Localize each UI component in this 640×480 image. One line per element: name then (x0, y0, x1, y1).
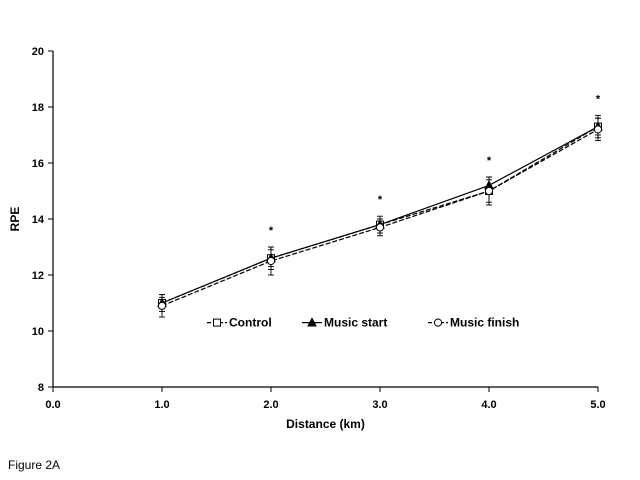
significance-markers: * * * * (269, 93, 601, 237)
y-tick-label: 20 (32, 46, 44, 58)
legend-marker-music-finish (433, 318, 443, 327)
figure-caption: Figure 2A (8, 458, 61, 472)
axes (52, 51, 598, 388)
series-music-finish (157, 117, 603, 318)
data-point-music-finish (266, 256, 276, 266)
x-axis-ticks: 0.0 1.0 2.0 3.0 4.0 5.0 (45, 387, 606, 411)
series-line-music-start (161, 126, 599, 304)
y-tick-label: 10 (32, 326, 44, 338)
data-point-music-finish (157, 301, 167, 310)
x-tick-label: 0.0 (45, 399, 60, 411)
y-tick-label: 18 (32, 102, 44, 114)
legend-item-music-finish: Music finish (428, 316, 519, 330)
y-tick-label: 8 (38, 382, 44, 394)
significance-asterisk: * (378, 194, 383, 206)
data-point-music-finish (484, 186, 494, 196)
y-axis-ticks: 8 10 12 14 16 18 20 (32, 46, 53, 394)
legend-label-control: Control (229, 316, 272, 330)
significance-asterisk: * (269, 225, 274, 237)
legend-item-control: Control (207, 316, 272, 330)
legend: Control Music start Music finish (207, 316, 519, 330)
significance-asterisk: * (596, 93, 601, 105)
x-tick-label: 3.0 (372, 399, 387, 411)
legend-item-music-start: Music start (302, 316, 387, 330)
legend-label-music-start: Music start (324, 316, 387, 330)
data-point-music-finish (593, 125, 603, 134)
y-tick-label: 16 (32, 158, 44, 170)
y-axis-title: RPE (8, 207, 22, 232)
x-axis-title: Distance (km) (286, 417, 365, 431)
x-tick-label: 4.0 (481, 399, 496, 411)
legend-label-music-finish: Music finish (450, 316, 519, 330)
y-tick-label: 12 (32, 270, 44, 282)
x-tick-label: 1.0 (154, 399, 169, 411)
legend-marker-control (213, 318, 221, 327)
x-tick-label: 5.0 (590, 399, 605, 411)
data-series (157, 114, 603, 318)
series-control (158, 114, 602, 312)
y-tick-label: 14 (32, 214, 45, 226)
legend-marker-music-start (307, 317, 317, 327)
x-tick-label: 2.0 (263, 399, 278, 411)
significance-asterisk: * (487, 155, 492, 167)
data-point-music-finish (375, 223, 385, 232)
